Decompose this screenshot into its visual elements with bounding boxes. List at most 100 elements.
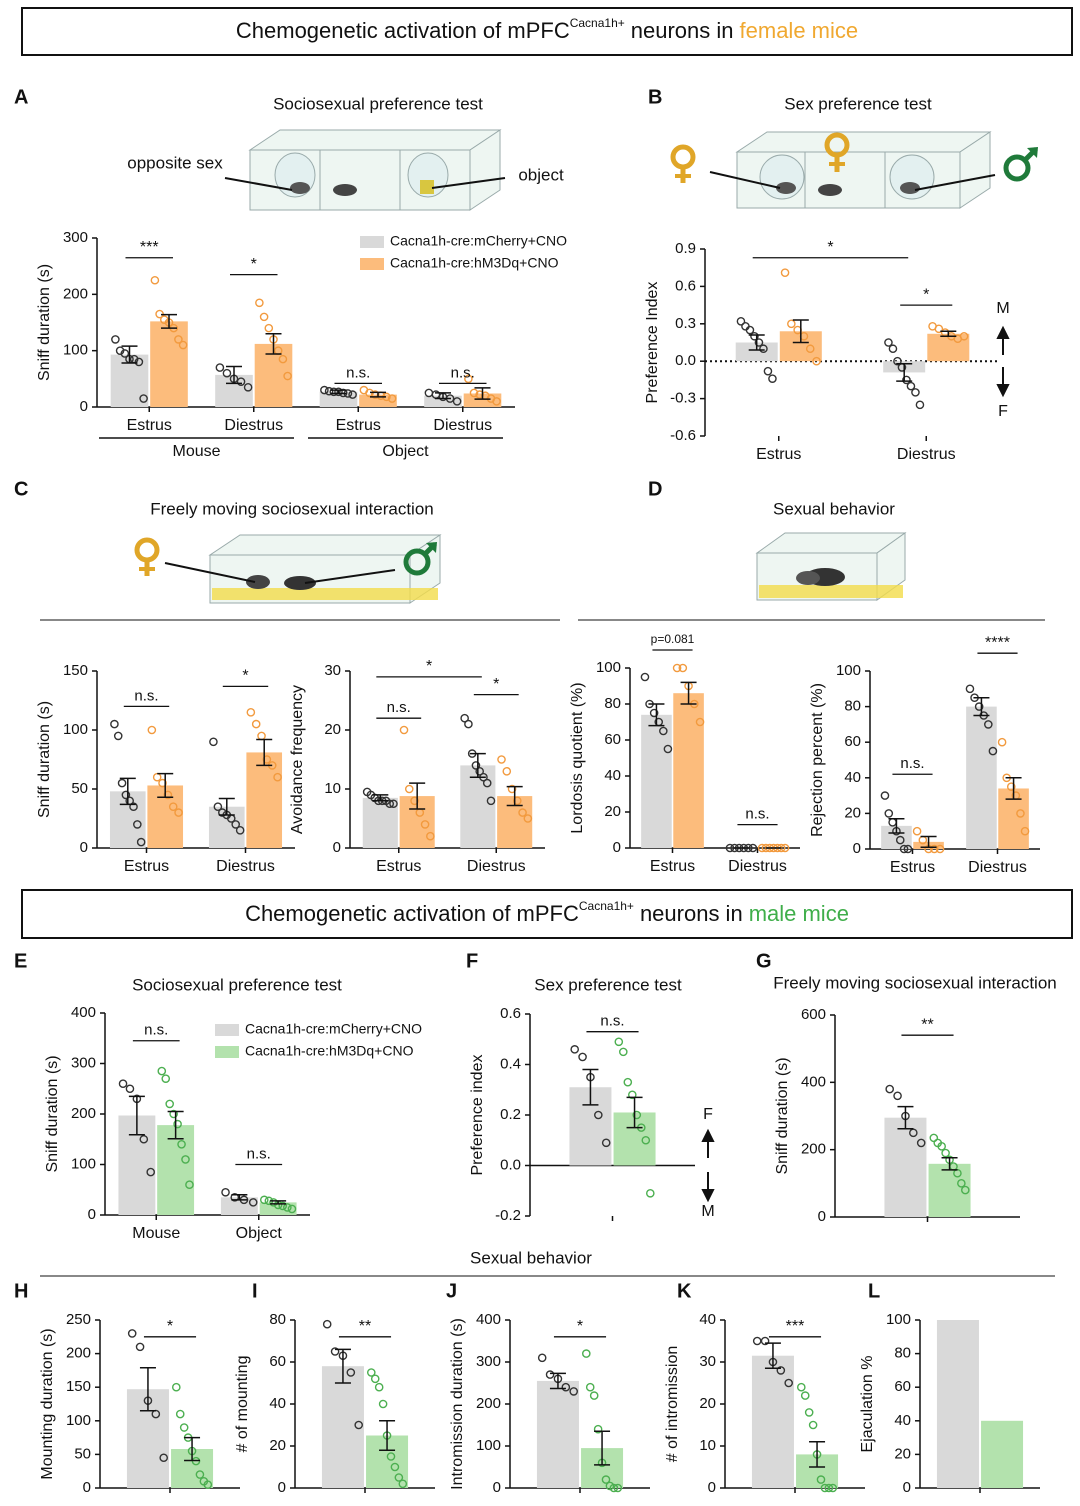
direction-label: M: [996, 300, 1009, 317]
y-tick-label: 100: [476, 1437, 501, 1454]
data-point: [912, 826, 922, 836]
error-bar: [139, 1366, 156, 1412]
data-point: [178, 340, 188, 350]
x-tick-label: Estrus: [756, 446, 801, 463]
error-bar: [897, 1105, 914, 1130]
banner-title: Chemogenetic activation of mPFCCacna1h+ n…: [236, 16, 858, 43]
y-tick-label: 100: [71, 1155, 96, 1172]
data-point: [146, 1167, 156, 1177]
data-point: [269, 1198, 278, 1207]
significance-label: n.s.: [134, 687, 158, 704]
y-tick-label: 10: [324, 780, 341, 797]
data-point: [935, 844, 945, 854]
data-point: [262, 755, 272, 764]
data-point: [513, 796, 522, 806]
data-point: [398, 1479, 408, 1489]
bar: [460, 765, 496, 848]
data-point: [320, 385, 329, 395]
error-bar: [370, 391, 386, 398]
group-label: Object: [382, 443, 429, 460]
banner-frame: [21, 889, 1073, 939]
data-point: [959, 331, 969, 341]
data-point: [209, 737, 218, 747]
data-point: [984, 720, 993, 729]
error-bar: [409, 782, 426, 810]
data-point: [601, 1475, 611, 1484]
data-point: [248, 1198, 258, 1207]
y-tick-label: 40: [844, 769, 861, 786]
x-tick-label: Diestrus: [968, 859, 1027, 876]
data-point: [609, 1483, 619, 1493]
x-tick-label: Estrus: [890, 859, 935, 876]
error-bar: [256, 738, 273, 767]
y-axis-label: Preference index: [469, 1055, 486, 1176]
panel-label: C: [14, 478, 28, 500]
y-tick-label: 400: [476, 1311, 501, 1328]
y-tick-label: 20: [604, 803, 621, 820]
error-bar: [896, 362, 913, 382]
bar: [157, 1125, 195, 1215]
data-point: [619, 1047, 628, 1057]
y-axis-label: Sniff duration (s): [36, 264, 53, 381]
data-point: [805, 344, 815, 354]
data-point: [760, 1336, 770, 1346]
data-point: [129, 802, 138, 812]
data-point: [136, 837, 146, 847]
chart-title: Sex preference test: [534, 975, 682, 994]
data-point: [420, 820, 430, 829]
banner-text: Chemogenetic activation of mPFC: [245, 901, 579, 926]
y-axis-label: # of mounting: [234, 1356, 251, 1453]
y-tick-label: 30: [324, 662, 341, 679]
y-tick-label: 50: [71, 780, 88, 797]
bar: [981, 1420, 1024, 1488]
data-point: [246, 708, 256, 717]
data-point: [507, 784, 517, 794]
data-point: [230, 1193, 240, 1202]
data-point: [911, 388, 920, 397]
data-point: [127, 1329, 137, 1338]
significance-label: **: [359, 1318, 371, 1335]
data-point: [179, 1423, 189, 1432]
y-tick-label: 40: [894, 1412, 911, 1429]
data-point: [965, 684, 975, 694]
error-bar: [648, 703, 665, 727]
legend-label: Cacna1h-cre:hM3Dq+CNO: [245, 1043, 414, 1059]
data-point: [133, 820, 142, 829]
error-bar: [940, 330, 957, 338]
data-point: [322, 1319, 332, 1329]
y-tick-label: 200: [71, 1105, 96, 1122]
data-point: [203, 1480, 213, 1489]
data-point: [175, 1409, 185, 1419]
data-point: [385, 799, 395, 809]
y-tick-label: 0: [613, 839, 621, 856]
y-tick-label: 80: [844, 698, 861, 715]
legend-label: Cacna1h-cre:hM3Dq+CNO: [390, 255, 559, 271]
banner-text: neurons in: [631, 18, 734, 43]
data-point: [797, 1382, 806, 1392]
data-point: [257, 731, 266, 741]
x-tick-label: Mouse: [132, 1225, 180, 1242]
data-point: [171, 1382, 181, 1392]
banner-title: Chemogenetic activation of mPFCCacna1h+ n…: [245, 899, 849, 926]
bar: [246, 752, 283, 848]
error-bar: [764, 1342, 781, 1370]
bar: [150, 321, 188, 407]
data-point: [464, 719, 473, 729]
data-point: [399, 725, 409, 735]
y-tick-label: 0.6: [500, 1005, 521, 1022]
legend-swatch: [360, 236, 384, 248]
y-tick-label: 0.2: [500, 1106, 521, 1123]
banner-superscript: Cacna1h+: [570, 16, 625, 30]
banner-text: Chemogenetic activation of mPFC: [236, 18, 570, 43]
y-tick-label: 0: [333, 839, 341, 856]
data-point: [750, 331, 759, 341]
data-point: [937, 1142, 946, 1151]
group-label: Mouse: [172, 443, 220, 460]
direction-label: F: [703, 1106, 713, 1123]
error-bar: [594, 1430, 611, 1466]
data-point: [754, 338, 764, 347]
bar: [936, 1320, 979, 1488]
data-point: [177, 1140, 186, 1149]
data-point: [168, 802, 178, 812]
significance-label: *: [251, 256, 257, 273]
